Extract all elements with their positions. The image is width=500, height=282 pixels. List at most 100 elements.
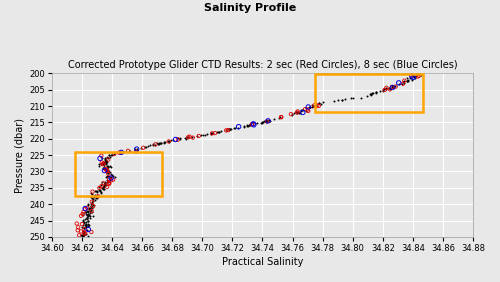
- Point: [108, 173, 116, 178]
- Point: [304, 107, 312, 112]
- Point: [155, 142, 163, 147]
- Point: [93, 190, 101, 194]
- Point: [408, 78, 416, 83]
- Point: [226, 127, 234, 131]
- Point: [91, 198, 99, 203]
- Point: [90, 194, 98, 199]
- Point: [79, 229, 87, 233]
- Point: [154, 141, 162, 146]
- Point: [91, 189, 99, 193]
- Point: [392, 84, 400, 89]
- Point: [312, 102, 320, 107]
- Point: [84, 219, 92, 224]
- Point: [386, 87, 394, 92]
- Point: [102, 177, 110, 182]
- Point: [89, 197, 97, 201]
- Point: [86, 195, 94, 199]
- Point: [372, 89, 380, 94]
- Point: [399, 81, 407, 86]
- Point: [301, 107, 309, 111]
- Point: [340, 97, 348, 102]
- Point: [316, 102, 324, 106]
- Point: [78, 233, 86, 237]
- Point: [102, 182, 110, 187]
- Point: [80, 217, 88, 222]
- Point: [186, 135, 194, 139]
- Point: [403, 79, 411, 83]
- Point: [105, 177, 113, 181]
- Point: [288, 112, 296, 116]
- Point: [415, 74, 423, 78]
- Point: [88, 230, 96, 234]
- Point: [250, 122, 258, 126]
- Point: [80, 229, 88, 234]
- Point: [248, 122, 256, 126]
- Point: [118, 150, 126, 155]
- Point: [404, 79, 412, 83]
- Point: [80, 227, 88, 231]
- Point: [81, 210, 89, 215]
- Point: [252, 121, 260, 126]
- Point: [82, 223, 90, 227]
- Point: [82, 212, 90, 216]
- Point: [314, 103, 322, 108]
- Point: [102, 164, 110, 168]
- Point: [106, 171, 114, 176]
- Point: [338, 97, 346, 102]
- Point: [107, 178, 115, 183]
- Point: [108, 153, 116, 158]
- Point: [414, 72, 422, 76]
- Point: [79, 219, 87, 223]
- Point: [84, 224, 92, 228]
- Point: [165, 138, 173, 143]
- Y-axis label: Pressure (dbar): Pressure (dbar): [15, 118, 25, 193]
- Point: [82, 223, 90, 228]
- Point: [87, 202, 95, 206]
- Point: [96, 188, 104, 193]
- Point: [131, 147, 139, 151]
- Point: [248, 122, 256, 127]
- Point: [264, 119, 272, 123]
- Point: [278, 115, 285, 119]
- Point: [104, 173, 112, 178]
- Point: [80, 221, 88, 226]
- Point: [226, 126, 234, 131]
- Point: [104, 168, 112, 173]
- Point: [392, 84, 400, 89]
- Point: [356, 95, 364, 100]
- Point: [98, 162, 106, 166]
- Point: [410, 72, 418, 77]
- Point: [98, 166, 106, 170]
- Point: [132, 149, 140, 154]
- Point: [102, 167, 110, 172]
- Point: [95, 185, 103, 190]
- Point: [174, 137, 182, 142]
- Point: [276, 115, 284, 119]
- Point: [149, 143, 157, 147]
- Point: [394, 81, 402, 85]
- Point: [189, 135, 197, 140]
- Point: [234, 124, 242, 129]
- Point: [263, 119, 271, 124]
- Point: [104, 179, 112, 184]
- Point: [226, 127, 234, 132]
- Point: [120, 150, 128, 154]
- Point: [116, 150, 124, 154]
- Point: [88, 209, 96, 214]
- Point: [309, 104, 317, 109]
- Point: [400, 79, 407, 83]
- Point: [101, 158, 109, 162]
- Point: [95, 163, 103, 168]
- Point: [395, 82, 403, 87]
- Point: [84, 213, 92, 217]
- Point: [100, 184, 108, 189]
- Point: [98, 184, 106, 188]
- Point: [80, 230, 88, 234]
- Point: [410, 75, 418, 80]
- Point: [94, 194, 102, 199]
- Point: [246, 123, 254, 127]
- Point: [414, 72, 422, 76]
- Point: [208, 131, 216, 136]
- Point: [160, 140, 168, 145]
- Point: [90, 203, 98, 208]
